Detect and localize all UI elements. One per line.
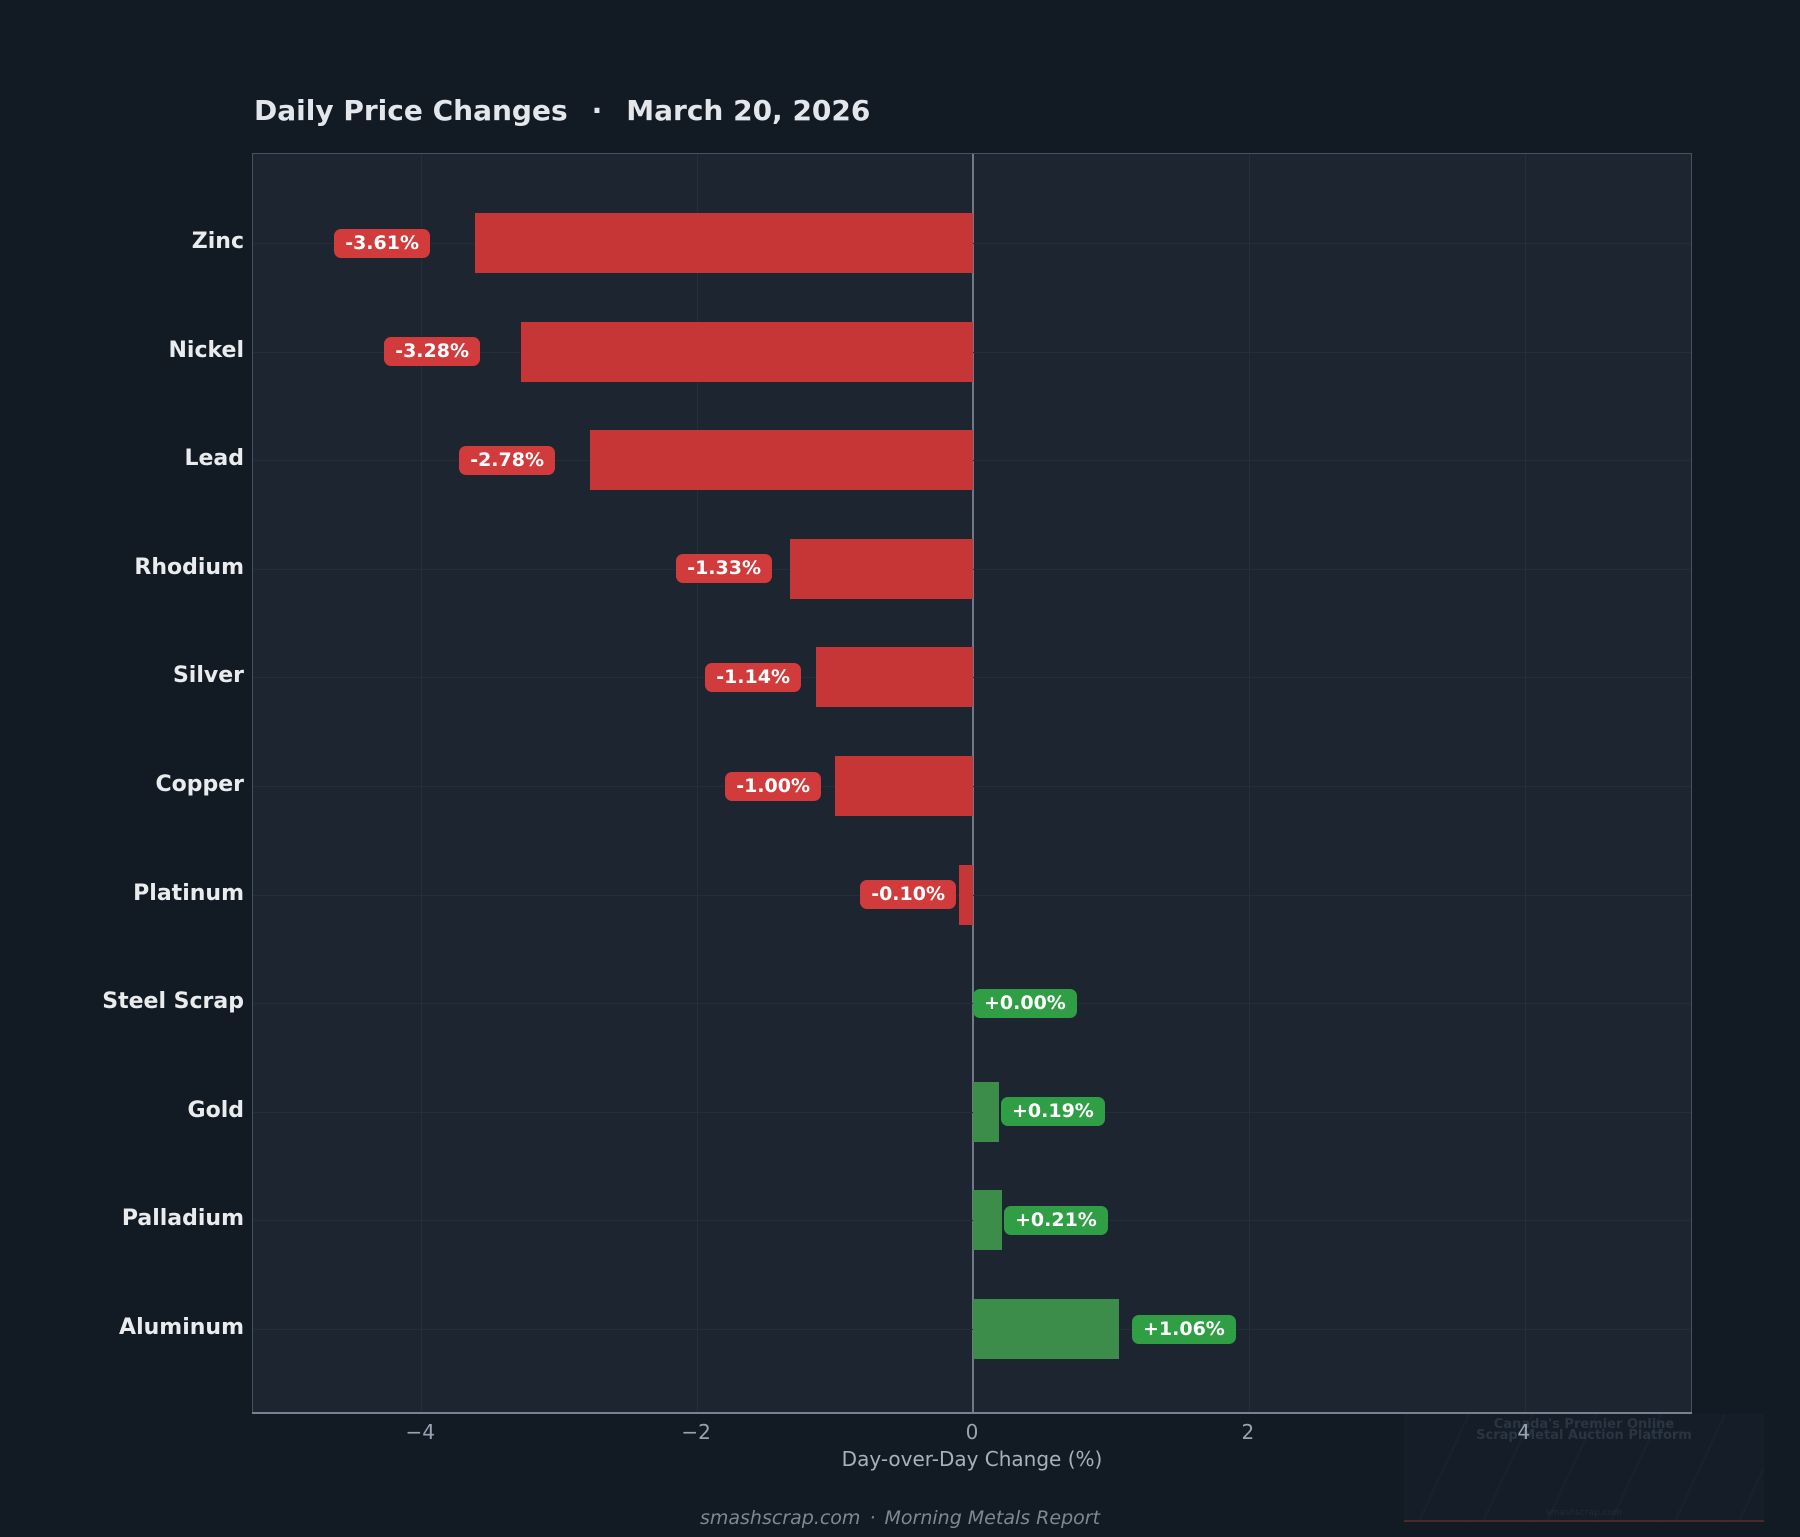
x-tick-label: −2 <box>681 1420 711 1444</box>
footer-separator: · <box>869 1507 876 1529</box>
value-badge-copper: -1.00% <box>725 772 821 801</box>
x-axis-line <box>252 1412 1692 1414</box>
category-label-copper: Copper <box>155 772 244 797</box>
x-tick-label: 0 <box>965 1420 979 1444</box>
chart-title-date: March 20, 2026 <box>626 94 871 127</box>
value-badge-zinc: -3.61% <box>334 229 430 258</box>
category-label-zinc: Zinc <box>191 229 244 254</box>
y-gridline <box>253 1220 1691 1221</box>
bar-gold <box>973 1082 1000 1142</box>
x-tick-label: 2 <box>1241 1420 1255 1444</box>
x-tick-label: 4 <box>1517 1420 1531 1444</box>
y-gridline <box>253 1112 1691 1113</box>
x-gridline <box>697 154 699 1412</box>
category-label-gold: Gold <box>187 1098 244 1123</box>
watermark-line2: Scrap Metal Auction Platform <box>1476 1428 1692 1443</box>
bar-silver <box>815 647 973 707</box>
value-badge-steel-scrap: +0.00% <box>973 989 1077 1018</box>
bar-copper <box>835 756 973 816</box>
category-label-palladium: Palladium <box>121 1206 244 1231</box>
bar-zinc <box>475 213 973 273</box>
value-badge-palladium: +0.21% <box>1004 1206 1108 1235</box>
value-badge-nickel: -3.28% <box>384 337 480 366</box>
category-label-steel-scrap: Steel Scrap <box>102 989 244 1014</box>
bar-lead <box>589 430 973 490</box>
bar-platinum <box>959 865 973 925</box>
bar-rhodium <box>789 539 973 599</box>
value-badge-aluminum: +1.06% <box>1132 1315 1236 1344</box>
y-gridline <box>253 1003 1691 1004</box>
footer-report: Morning Metals Report <box>884 1507 1101 1529</box>
value-badge-gold: +0.19% <box>1001 1097 1105 1126</box>
watermark-line1: Canada's Premier Online <box>1493 1417 1675 1432</box>
zero-line <box>972 154 974 1412</box>
value-badge-silver: -1.14% <box>705 663 801 692</box>
category-label-silver: Silver <box>172 663 244 688</box>
watermark-banner: Canada's Premier Online Scrap Metal Auct… <box>1404 1414 1764 1522</box>
value-badge-lead: -2.78% <box>459 446 555 475</box>
value-badge-rhodium: -1.33% <box>676 554 772 583</box>
x-gridline <box>1524 154 1526 1412</box>
category-label-aluminum: Aluminum <box>119 1315 244 1340</box>
x-gridline <box>1248 154 1250 1412</box>
category-label-lead: Lead <box>184 446 244 471</box>
value-badge-platinum: -0.10% <box>860 880 956 909</box>
title-separator: · <box>591 94 603 127</box>
plot-area: -3.61% -3.28% -2.78% -1.33% -1.14% -1.00% -0.1… <box>252 153 1692 1413</box>
x-tick-label: −4 <box>405 1420 435 1444</box>
chart-title: Daily Price Changes · March 20, 2026 <box>254 95 870 127</box>
bar-palladium <box>973 1190 1002 1250</box>
watermark-site: smashscrap.com <box>1545 1508 1622 1518</box>
bar-aluminum <box>973 1299 1120 1359</box>
x-axis-title: Day-over-Day Change (%) <box>841 1447 1103 1471</box>
category-label-platinum: Platinum <box>133 881 244 906</box>
footer-site: smashscrap.com <box>699 1507 861 1529</box>
chart-title-main: Daily Price Changes <box>254 94 568 127</box>
bar-nickel <box>520 322 973 382</box>
category-label-rhodium: Rhodium <box>134 555 244 580</box>
x-gridline <box>421 154 423 1412</box>
category-label-nickel: Nickel <box>168 338 245 363</box>
footer-caption: smashscrap.com · Morning Metals Report <box>0 1507 1800 1529</box>
y-gridline <box>253 1329 1691 1330</box>
